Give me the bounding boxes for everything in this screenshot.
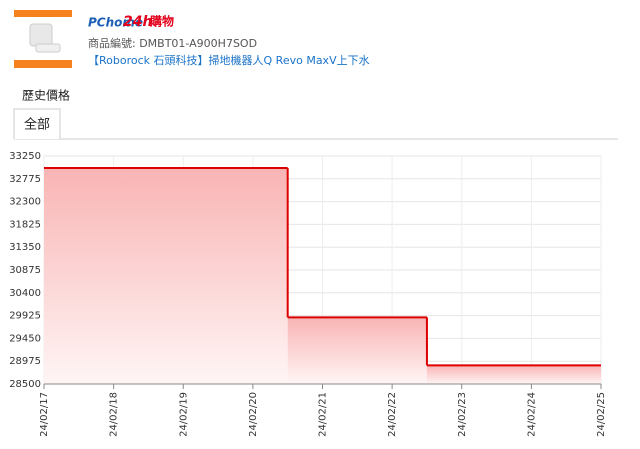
y-tick-label: 32775	[9, 174, 41, 185]
product-link[interactable]: 【Roborock 石頭科技】掃地機器人Q Revo MaxV上下水	[88, 53, 370, 67]
x-tick-label: 24/02/21	[318, 392, 329, 437]
area	[44, 168, 288, 384]
area	[426, 365, 601, 384]
x-tick-label: 24/02/23	[457, 392, 468, 437]
y-tick-label: 31350	[9, 242, 41, 253]
tab-box	[13, 108, 61, 139]
tab[interactable]: 全部	[24, 117, 50, 133]
y-tick-label: 30875	[9, 265, 41, 276]
y-tick-label: 33250	[9, 151, 41, 162]
y-tick-label: 28975	[9, 356, 41, 367]
section-title: 歷史價格	[22, 88, 70, 103]
product-image	[14, 10, 72, 68]
logo-24h: 24h	[123, 14, 152, 30]
y-tick-label: 31825	[9, 219, 41, 230]
x-tick-label: 24/02/25	[596, 392, 607, 437]
x-tick-label: 24/02/19	[178, 392, 189, 437]
y-tick-label: 28500	[9, 379, 41, 390]
logo-brand: PChome	[88, 16, 143, 30]
y-tick-label: 32300	[9, 197, 41, 208]
product-id: 商品編號: DMBT01-A900H7SOD	[88, 36, 257, 50]
x-tick-label: 24/02/17	[39, 392, 50, 437]
x-tick-label: 24/02/22	[387, 392, 398, 437]
logo-shop: 購物	[149, 14, 174, 29]
area	[287, 317, 427, 384]
x-tick-label: 24/02/20	[248, 392, 259, 437]
x-tick-label: 24/02/24	[526, 392, 537, 437]
y-tick-label: 30400	[9, 288, 41, 299]
y-tick-label: 29925	[9, 311, 41, 322]
x-tick-label: 24/02/18	[109, 392, 120, 437]
y-tick-label: 29450	[9, 333, 41, 344]
